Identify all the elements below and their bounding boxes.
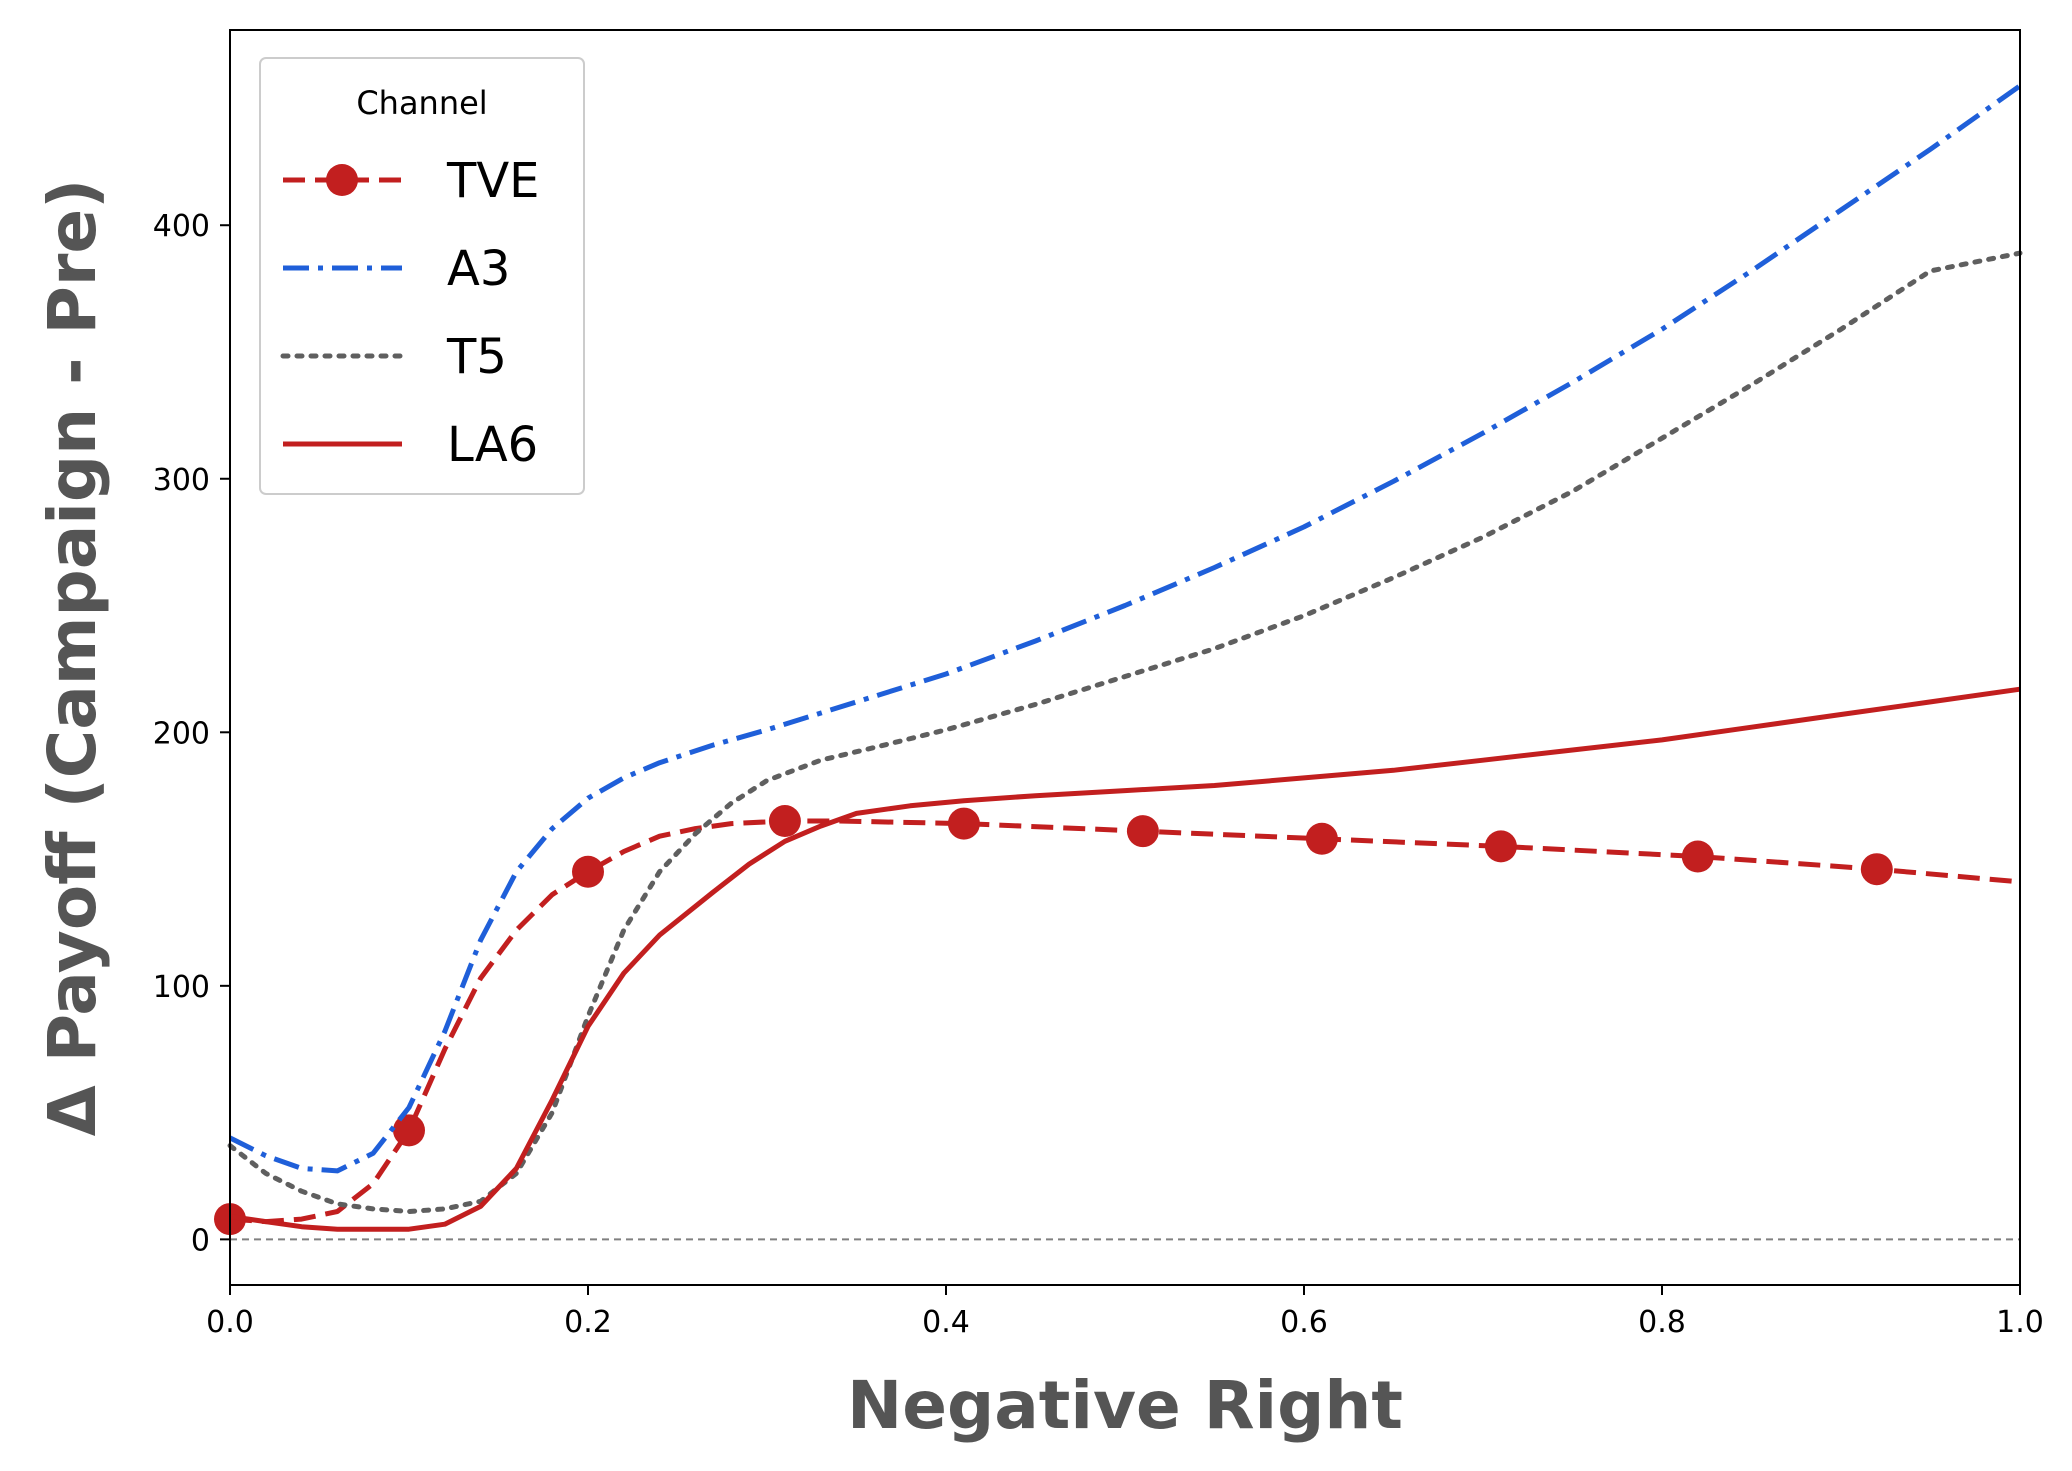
- legend-label-t5: T5: [446, 329, 507, 385]
- series-line-a3: [228, 83, 2022, 1174]
- tve-marker: [1860, 853, 1893, 886]
- legend-marker-tve: [326, 164, 358, 196]
- x-tick-label: 0.0: [206, 1305, 254, 1340]
- y-axis-title: Δ Payoff (Campaign - Pre): [34, 179, 111, 1137]
- tve-marker: [1126, 815, 1159, 848]
- tve-marker: [947, 807, 980, 840]
- plot-frame: [229, 29, 2021, 1286]
- y-tick-label: 400: [153, 209, 210, 244]
- x-axis-ticks: 0.0 0.2 0.4 0.6 0.8 1.0: [206, 1285, 2044, 1340]
- tve-marker: [572, 855, 604, 888]
- x-tick-label: 1.0: [1996, 1305, 2044, 1340]
- series-line-t5: [227, 250, 2023, 1214]
- legend-label-la6: LA6: [447, 417, 538, 473]
- series-line-tve: [229, 818, 2021, 1225]
- tve-marker: [1681, 840, 1714, 873]
- y-tick-label: 200: [153, 716, 210, 751]
- x-tick-label: 0.2: [564, 1305, 612, 1340]
- tve-marker: [768, 805, 801, 838]
- tve-marker: [393, 1114, 425, 1147]
- x-tick-label: 0.4: [922, 1305, 970, 1340]
- series-line-la6: [229, 686, 2021, 1232]
- y-tick-label: 0: [191, 1223, 210, 1258]
- y-tick-label: 100: [153, 970, 210, 1005]
- tve-marker: [1305, 822, 1338, 855]
- y-axis-ticks: 0 100 200 300 400: [153, 209, 230, 1258]
- legend-title: Channel: [356, 84, 487, 122]
- y-tick-label: 300: [153, 463, 210, 498]
- x-axis-title: Negative Right: [847, 1367, 1403, 1444]
- x-tick-label: 0.6: [1280, 1305, 1328, 1340]
- legend-label-a3: A3: [447, 241, 510, 297]
- legend: Channel TVE A3 T5 LA6: [259, 57, 585, 495]
- tve-marker: [1484, 830, 1517, 863]
- legend-label-tve: TVE: [446, 153, 539, 209]
- series-layer: [214, 83, 2023, 1236]
- x-tick-label: 0.8: [1638, 1305, 1686, 1340]
